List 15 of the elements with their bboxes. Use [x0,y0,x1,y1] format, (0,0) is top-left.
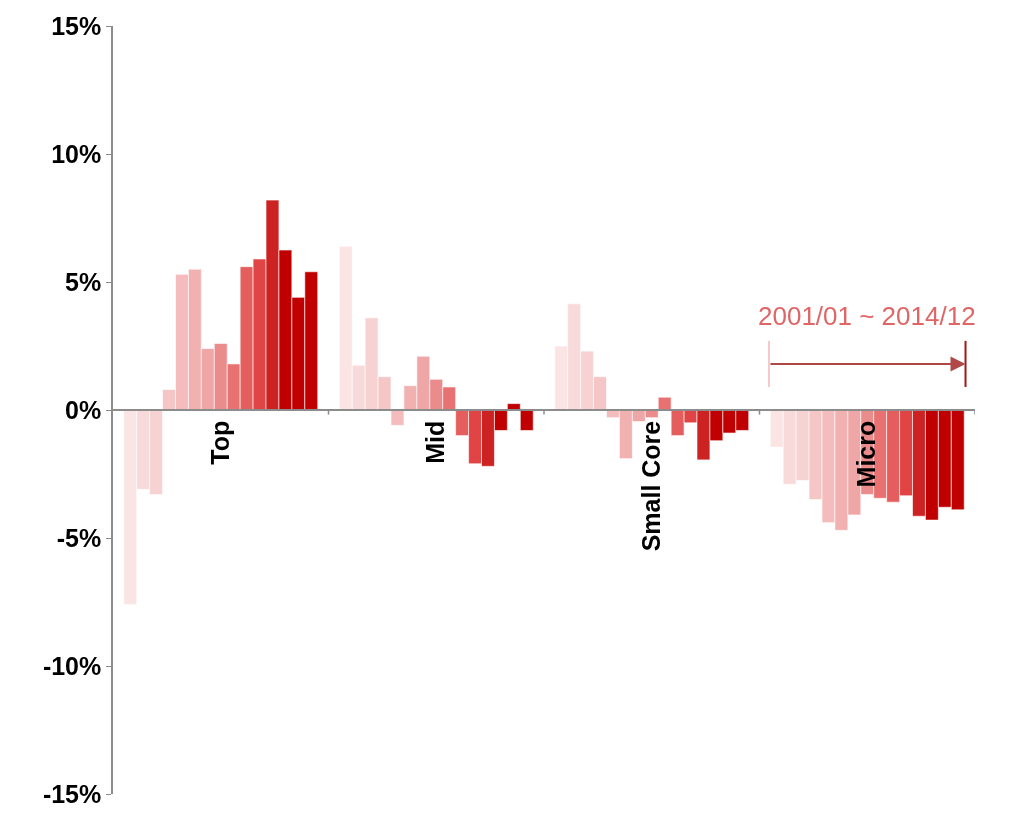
y-tick-label: 10% [51,139,102,168]
y-tick-label: 5% [65,267,102,296]
y-tick-label: -15% [42,779,102,808]
y-tick-label: -10% [42,651,102,680]
bar [657,396,672,411]
annotation: 2001/01 ~ 2014/12 [758,301,976,331]
x-tick-label: Mid [421,420,450,464]
y-tick-label: 0% [65,395,102,424]
x-tick-label: Micro [852,420,881,488]
bar [390,409,405,426]
x-tick-label: Top [205,420,234,465]
x-tick-label: Small Core [636,420,665,552]
bar [520,409,534,431]
y-tick-label: -5% [56,523,102,552]
y-tick-label: 15% [51,11,102,40]
